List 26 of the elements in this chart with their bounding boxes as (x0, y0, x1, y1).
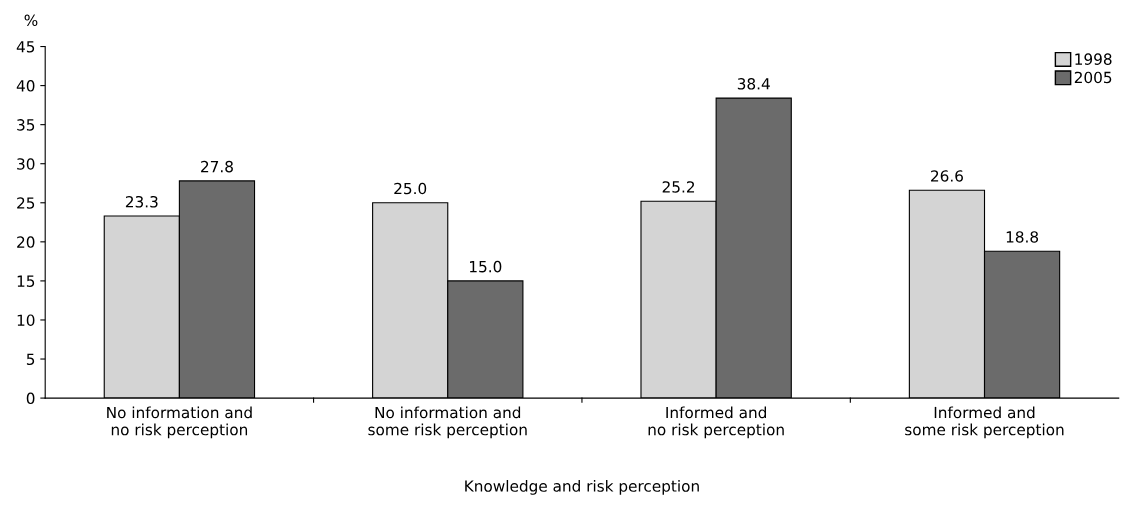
data-label: 18.8 (1006, 231, 1039, 243)
y-tick-label: 25 (17, 197, 35, 209)
y-tick-label: 40 (16, 80, 35, 92)
data-label: 23.3 (125, 195, 158, 208)
y-tick-label: 0 (26, 392, 35, 405)
legend-label: 1998 (1075, 53, 1112, 65)
y-axis-title: % (24, 14, 38, 26)
x-tick-label: Informed and some risk perception (905, 406, 1064, 439)
data-label: 27.8 (201, 160, 233, 173)
data-label: 25.2 (662, 181, 695, 193)
legend-label: 2005 (1074, 71, 1112, 84)
x-axis-title: Knowledge and risk perception (465, 479, 699, 495)
x-tick-label: No information and no risk perception (107, 406, 252, 439)
y-tick-label: 15 (17, 275, 35, 287)
x-tick-label: No information and some risk perception (368, 406, 527, 439)
data-label: 15.0 (470, 260, 502, 273)
y-tick-label: 20 (17, 236, 35, 248)
y-tick-label: 30 (17, 158, 35, 170)
y-tick-label: 45 (16, 41, 35, 53)
y-tick-label: 10 (17, 314, 35, 326)
y-tick-label: 5 (26, 353, 35, 366)
x-tick-label: Informed and no risk perception (648, 406, 784, 439)
data-label: 25.0 (394, 182, 427, 195)
y-tick-label: 35 (17, 119, 35, 131)
data-label: 38.4 (737, 78, 770, 90)
data-label: 26.6 (931, 170, 963, 182)
